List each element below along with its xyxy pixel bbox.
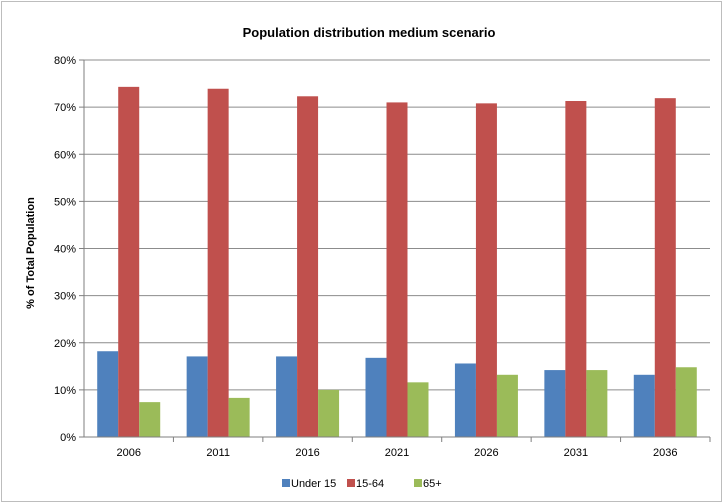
bar-15-64-2036 xyxy=(654,98,676,437)
y-tick-label: 40% xyxy=(54,244,76,256)
bar-under-15-2011 xyxy=(186,356,208,437)
bar-65--2031 xyxy=(586,370,608,437)
bar-65--2016 xyxy=(318,389,340,437)
legend-label: 15-64 xyxy=(356,478,384,490)
bar-under-15-2016 xyxy=(276,356,298,437)
bar-under-15-2036 xyxy=(633,374,655,437)
x-tick-label: 2021 xyxy=(385,447,409,459)
bar-under-15-2031 xyxy=(544,370,566,437)
bar-65--2006 xyxy=(139,402,161,437)
y-tick-label: 30% xyxy=(54,291,76,303)
y-axis-label: % of Total Population xyxy=(25,197,37,309)
bar-15-64-2031 xyxy=(565,100,587,437)
x-tick-label: 2036 xyxy=(653,447,677,459)
x-tick-label: 2011 xyxy=(206,447,230,459)
bar-15-64-2026 xyxy=(475,103,497,437)
chart-title: Population distribution medium scenario xyxy=(243,25,496,40)
legend: Under 15 15-64 65+ xyxy=(282,478,442,490)
y-tick-label: 10% xyxy=(54,385,76,397)
bar-65--2036 xyxy=(675,367,697,437)
x-tick-label: 2031 xyxy=(564,447,588,459)
bar-under-15-2006 xyxy=(97,351,119,437)
bar-15-64-2011 xyxy=(207,88,229,437)
legend-label: Under 15 xyxy=(291,478,336,490)
y-tick-label: 50% xyxy=(54,196,76,208)
axes xyxy=(83,60,710,438)
legend-swatch xyxy=(414,479,422,487)
y-tick-label: 60% xyxy=(54,149,76,161)
y-tick-label: 70% xyxy=(54,102,76,114)
bar-65--2026 xyxy=(496,374,518,437)
x-tick-label: 2006 xyxy=(116,447,140,459)
y-tick-label: 80% xyxy=(54,55,76,67)
legend-label: 65+ xyxy=(423,478,442,490)
y-tick-labels: 0% 10% 20% 30% 40% 50% 60% 70% 80% xyxy=(54,55,84,444)
legend-swatch xyxy=(347,479,355,487)
y-tick-label: 0% xyxy=(60,432,76,444)
bar-under-15-2026 xyxy=(454,363,476,437)
x-tick-labels: 2006 2011 2016 2021 2026 2031 2036 xyxy=(116,437,711,459)
x-tick-label: 2016 xyxy=(295,447,319,459)
bars xyxy=(97,86,697,437)
bar-15-64-2006 xyxy=(118,86,140,437)
bar-65--2011 xyxy=(228,397,250,437)
x-tick-label: 2026 xyxy=(474,447,498,459)
bar-15-64-2021 xyxy=(386,102,408,437)
y-tick-label: 20% xyxy=(54,338,76,350)
bar-under-15-2021 xyxy=(365,357,387,437)
bar-15-64-2016 xyxy=(297,96,319,437)
legend-swatch xyxy=(282,479,290,487)
bar-65--2021 xyxy=(407,382,429,437)
